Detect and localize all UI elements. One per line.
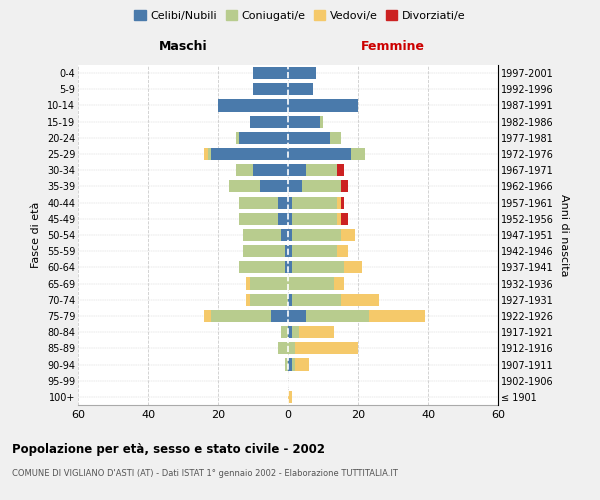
Bar — [351, 148, 365, 160]
Bar — [292, 262, 344, 274]
Bar — [299, 326, 334, 338]
Bar — [239, 262, 284, 274]
Bar — [295, 342, 358, 354]
Bar — [277, 196, 288, 208]
Bar — [281, 326, 288, 338]
Bar — [292, 212, 337, 225]
Bar — [288, 391, 292, 403]
Bar — [218, 100, 288, 112]
Bar — [235, 164, 253, 176]
Bar — [250, 278, 288, 289]
Bar — [204, 310, 211, 322]
Text: Femmine: Femmine — [361, 40, 425, 53]
Bar — [288, 245, 292, 258]
Bar — [288, 132, 330, 144]
Bar — [341, 229, 355, 241]
Bar — [242, 229, 281, 241]
Bar — [239, 212, 277, 225]
Bar — [288, 164, 305, 176]
Bar — [288, 229, 292, 241]
Bar — [204, 148, 208, 160]
Bar — [284, 245, 288, 258]
Bar — [239, 132, 288, 144]
Bar — [253, 83, 288, 96]
Bar — [211, 148, 288, 160]
Bar — [253, 67, 288, 79]
Bar — [292, 326, 299, 338]
Bar — [288, 67, 316, 79]
Bar — [277, 342, 288, 354]
Bar — [288, 342, 295, 354]
Bar — [337, 164, 344, 176]
Bar — [337, 212, 341, 225]
Bar — [288, 310, 305, 322]
Bar — [305, 164, 337, 176]
Bar — [288, 212, 292, 225]
Bar — [246, 294, 250, 306]
Bar — [288, 262, 292, 274]
Bar — [211, 310, 271, 322]
Text: COMUNE DI VIGLIANO D'ASTI (AT) - Dati ISTAT 1° gennaio 2002 - Elaborazione TUTTI: COMUNE DI VIGLIANO D'ASTI (AT) - Dati IS… — [12, 469, 398, 478]
Bar — [288, 326, 292, 338]
Bar — [330, 132, 341, 144]
Bar — [334, 278, 344, 289]
Bar — [288, 116, 320, 128]
Bar — [292, 294, 341, 306]
Bar — [341, 180, 347, 192]
Bar — [288, 83, 313, 96]
Bar — [305, 310, 368, 322]
Text: Maschi: Maschi — [158, 40, 208, 53]
Bar — [341, 212, 347, 225]
Bar — [368, 310, 425, 322]
Bar — [292, 358, 295, 370]
Bar — [337, 245, 347, 258]
Bar — [288, 278, 334, 289]
Bar — [337, 196, 341, 208]
Bar — [239, 196, 277, 208]
Bar — [288, 294, 292, 306]
Bar — [260, 180, 288, 192]
Bar — [229, 180, 260, 192]
Bar — [344, 262, 361, 274]
Y-axis label: Anni di nascita: Anni di nascita — [559, 194, 569, 276]
Bar — [341, 196, 344, 208]
Bar — [320, 116, 323, 128]
Text: Popolazione per età, sesso e stato civile - 2002: Popolazione per età, sesso e stato civil… — [12, 442, 325, 456]
Bar — [288, 180, 302, 192]
Bar — [250, 294, 288, 306]
Bar — [235, 132, 239, 144]
Bar — [292, 229, 341, 241]
Bar — [246, 278, 250, 289]
Bar — [284, 262, 288, 274]
Bar — [288, 196, 292, 208]
Bar — [288, 358, 292, 370]
Bar — [281, 229, 288, 241]
Bar — [208, 148, 211, 160]
Bar — [295, 358, 309, 370]
Bar — [288, 148, 351, 160]
Bar — [284, 358, 288, 370]
Bar — [292, 245, 337, 258]
Bar — [242, 245, 284, 258]
Bar — [292, 196, 337, 208]
Bar — [302, 180, 341, 192]
Y-axis label: Fasce di età: Fasce di età — [31, 202, 41, 268]
Legend: Celibi/Nubili, Coniugati/e, Vedovi/e, Divorziati/e: Celibi/Nubili, Coniugati/e, Vedovi/e, Di… — [132, 8, 468, 23]
Bar — [253, 164, 288, 176]
Bar — [271, 310, 288, 322]
Bar — [277, 212, 288, 225]
Bar — [288, 100, 358, 112]
Bar — [341, 294, 379, 306]
Bar — [250, 116, 288, 128]
